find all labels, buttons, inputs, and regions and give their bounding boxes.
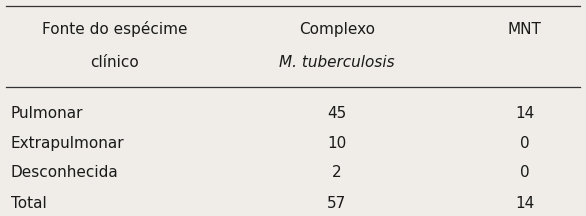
Text: Pulmonar: Pulmonar [11, 106, 83, 121]
Text: 45: 45 [328, 106, 346, 121]
Text: M. tuberculosis: M. tuberculosis [279, 55, 395, 70]
Text: 0: 0 [520, 136, 529, 151]
Text: Total: Total [11, 195, 46, 211]
Text: 0: 0 [520, 165, 529, 180]
Text: Extrapulmonar: Extrapulmonar [11, 136, 124, 151]
Text: 14: 14 [515, 106, 534, 121]
Text: MNT: MNT [507, 22, 541, 37]
Text: 57: 57 [328, 195, 346, 211]
Text: clínico: clínico [90, 55, 139, 70]
Text: 2: 2 [332, 165, 342, 180]
Text: Desconhecida: Desconhecida [11, 165, 118, 180]
Text: 10: 10 [328, 136, 346, 151]
Text: Fonte do espécime: Fonte do espécime [42, 21, 187, 37]
Text: 14: 14 [515, 195, 534, 211]
Text: Complexo: Complexo [299, 22, 375, 37]
